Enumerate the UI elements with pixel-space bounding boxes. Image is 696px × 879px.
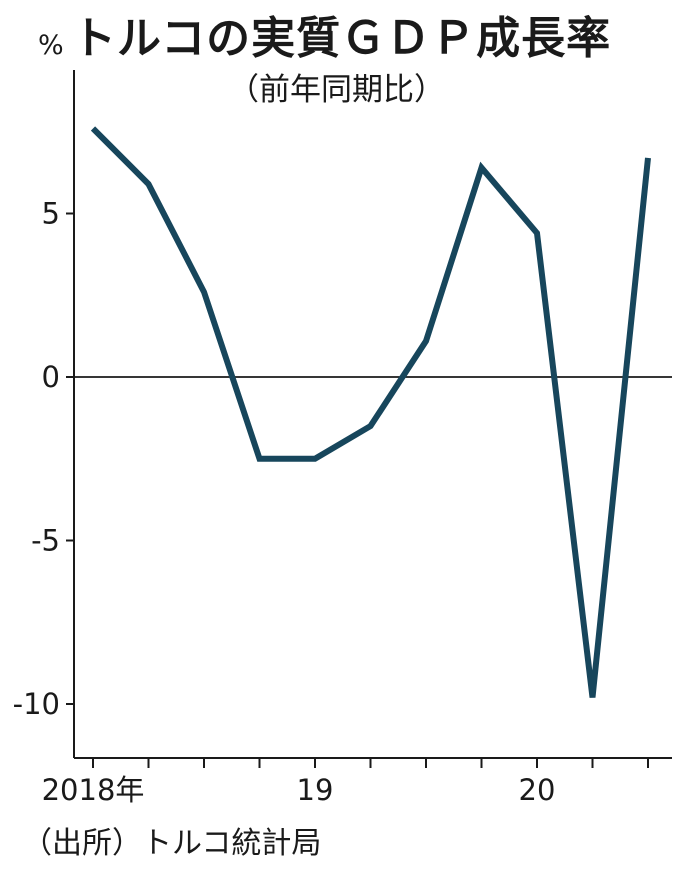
y-tick-label: -5 — [31, 524, 60, 558]
series-line-group — [90, 126, 651, 698]
y-tick-label: -10 — [13, 687, 60, 721]
axes: 5 0 -5 -10 2018年 19 20 — [13, 70, 672, 807]
series-line — [90, 126, 651, 698]
chart-subtitle: （前年同期比） — [228, 72, 445, 108]
y-tick-label: 0 — [42, 360, 60, 394]
x-tick-label: 19 — [297, 773, 334, 807]
source-note: （出所）トルコ統計局 — [22, 826, 322, 861]
chart-title: トルコの実質ＧＤＰ成長率 — [72, 13, 612, 64]
unit-label: % — [38, 30, 64, 61]
x-tick-label: 2018年 — [42, 773, 145, 807]
y-tick-label: 5 — [42, 197, 60, 231]
x-tick-label: 20 — [519, 773, 556, 807]
